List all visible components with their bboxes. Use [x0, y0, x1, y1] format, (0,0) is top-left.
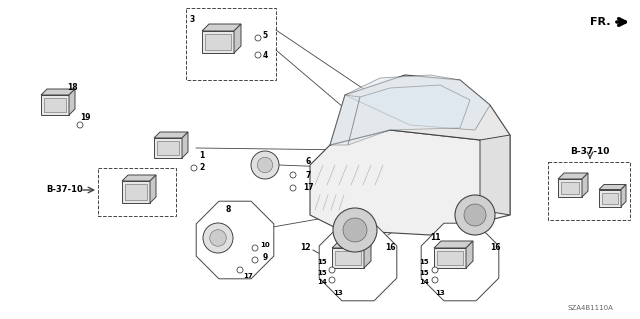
Polygon shape [69, 89, 75, 115]
Polygon shape [125, 184, 147, 200]
Polygon shape [434, 241, 473, 248]
Circle shape [251, 151, 279, 179]
Polygon shape [421, 223, 499, 301]
Text: 3: 3 [189, 16, 195, 25]
Polygon shape [348, 85, 470, 145]
Text: 13: 13 [435, 290, 445, 296]
Circle shape [290, 185, 296, 191]
Polygon shape [602, 192, 618, 204]
Circle shape [343, 218, 367, 242]
Polygon shape [364, 241, 371, 268]
Polygon shape [41, 95, 69, 115]
Circle shape [252, 257, 258, 263]
Polygon shape [310, 130, 510, 235]
Text: 5: 5 [262, 31, 268, 40]
Circle shape [464, 204, 486, 226]
Bar [186, 8, 276, 80]
Polygon shape [44, 98, 66, 112]
Polygon shape [345, 75, 490, 130]
Bar [548, 162, 630, 220]
Polygon shape [122, 175, 156, 181]
Circle shape [237, 267, 243, 273]
Text: 15: 15 [419, 270, 429, 276]
Polygon shape [154, 138, 182, 158]
Circle shape [432, 267, 438, 273]
Circle shape [333, 208, 377, 252]
Polygon shape [157, 141, 179, 155]
Text: 15: 15 [317, 259, 327, 265]
Text: B-37-10: B-37-10 [47, 186, 83, 195]
Polygon shape [196, 201, 274, 279]
Circle shape [252, 245, 258, 251]
Polygon shape [332, 241, 371, 248]
Circle shape [210, 230, 227, 246]
Text: 10: 10 [260, 242, 270, 248]
Polygon shape [335, 251, 361, 265]
Circle shape [329, 267, 335, 273]
Polygon shape [330, 95, 360, 145]
Text: 15: 15 [317, 270, 327, 276]
Polygon shape [437, 251, 463, 265]
Polygon shape [330, 75, 510, 165]
Text: 11: 11 [429, 234, 440, 242]
Polygon shape [122, 181, 150, 203]
Polygon shape [599, 184, 626, 189]
Text: 6: 6 [305, 158, 310, 167]
Polygon shape [182, 132, 188, 158]
Text: 15: 15 [419, 259, 429, 265]
Circle shape [203, 223, 233, 253]
Bar [98, 168, 176, 216]
Text: 14: 14 [419, 279, 429, 285]
Polygon shape [599, 189, 621, 206]
Polygon shape [332, 248, 364, 268]
Polygon shape [558, 173, 588, 179]
Text: 19: 19 [80, 114, 90, 122]
Polygon shape [150, 175, 156, 203]
Polygon shape [205, 34, 231, 50]
Circle shape [290, 172, 296, 178]
Circle shape [455, 195, 495, 235]
Text: 4: 4 [262, 50, 268, 60]
Text: 17: 17 [303, 183, 314, 192]
Polygon shape [41, 89, 75, 95]
Polygon shape [202, 31, 234, 53]
Text: 9: 9 [262, 254, 268, 263]
Text: 1: 1 [200, 151, 205, 160]
Text: 7: 7 [305, 170, 310, 180]
Circle shape [255, 52, 261, 58]
Text: 17: 17 [243, 273, 253, 279]
Text: 13: 13 [333, 290, 343, 296]
Text: 16: 16 [385, 243, 396, 253]
Circle shape [432, 277, 438, 283]
Text: B-37-10: B-37-10 [570, 147, 610, 157]
Polygon shape [154, 132, 188, 138]
Polygon shape [621, 184, 626, 206]
Polygon shape [434, 248, 466, 268]
Text: 2: 2 [200, 164, 205, 173]
Polygon shape [466, 241, 473, 268]
Polygon shape [202, 24, 241, 31]
Text: 18: 18 [67, 84, 77, 93]
Text: FR.: FR. [589, 17, 611, 27]
Circle shape [191, 165, 197, 171]
Polygon shape [582, 173, 588, 197]
Text: SZA4B1110A: SZA4B1110A [567, 305, 613, 311]
Text: 14: 14 [317, 279, 327, 285]
Polygon shape [234, 24, 241, 53]
Polygon shape [319, 223, 397, 301]
Polygon shape [480, 135, 510, 215]
Circle shape [77, 122, 83, 128]
Polygon shape [561, 182, 579, 194]
Circle shape [255, 35, 261, 41]
Text: 12: 12 [300, 243, 310, 253]
Text: 8: 8 [225, 205, 230, 214]
Polygon shape [558, 179, 582, 197]
Circle shape [257, 157, 273, 173]
Circle shape [329, 277, 335, 283]
Text: 16: 16 [490, 243, 500, 253]
